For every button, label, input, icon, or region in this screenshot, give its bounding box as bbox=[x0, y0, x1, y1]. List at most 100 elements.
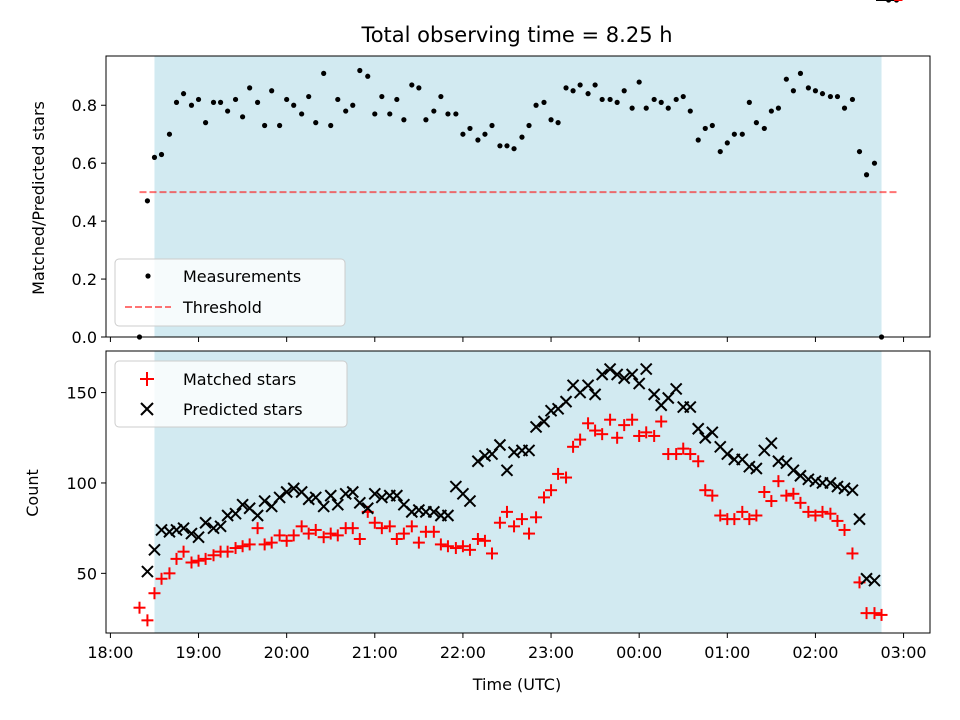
measurement-point bbox=[555, 120, 561, 126]
measurement-point bbox=[158, 151, 165, 158]
matched-star-point bbox=[604, 413, 617, 426]
y-tick-label: 0.4 bbox=[72, 212, 97, 231]
bottom-legend: Matched stars Predicted stars bbox=[114, 360, 348, 428]
measurement-point bbox=[467, 125, 473, 132]
matched-star-point bbox=[221, 545, 234, 558]
matched-star-point bbox=[258, 538, 271, 551]
matched-star-point bbox=[846, 547, 859, 560]
matched-star-point bbox=[390, 533, 403, 545]
predicted-star-point bbox=[522, 444, 536, 457]
measurement-point bbox=[651, 96, 657, 103]
predicted-star-point bbox=[802, 473, 815, 486]
matched-star-point bbox=[163, 567, 176, 580]
matched-star-point bbox=[456, 540, 469, 553]
predicted-star-point bbox=[478, 449, 492, 463]
matched-star-point bbox=[441, 540, 454, 553]
predicted-star-point bbox=[544, 404, 558, 417]
matched-star-point bbox=[324, 527, 337, 540]
predicted-star-point bbox=[632, 377, 646, 390]
predicted-star-point bbox=[412, 503, 426, 517]
predicted-star-point bbox=[214, 520, 227, 533]
matched-star-point bbox=[383, 520, 396, 533]
measurement-point bbox=[702, 125, 708, 132]
y-tick-label: 0.0 bbox=[72, 328, 97, 347]
measurement-point bbox=[805, 85, 811, 91]
predicted-star-point bbox=[368, 487, 381, 501]
measurement-point bbox=[636, 79, 642, 85]
matched-star-point bbox=[648, 429, 661, 442]
predicted-star-point bbox=[794, 469, 807, 482]
measurement-point bbox=[225, 108, 231, 114]
matched-star-point bbox=[537, 491, 550, 504]
matched-star-point bbox=[589, 424, 602, 437]
matched-star-point bbox=[655, 415, 668, 428]
predicted-star-point bbox=[603, 362, 617, 376]
axes-frame bbox=[105, 350, 931, 634]
measurement-point bbox=[695, 137, 701, 143]
measurement-point bbox=[284, 96, 290, 103]
predicted-star-point bbox=[163, 525, 176, 538]
measurement-point bbox=[423, 117, 429, 123]
matched-star-point bbox=[405, 520, 418, 533]
matched-star-point bbox=[236, 540, 249, 553]
matched-star-point bbox=[243, 538, 256, 551]
measurement-point bbox=[849, 96, 856, 103]
predicted-star-point bbox=[500, 464, 514, 477]
legend-marker-predicted-stars bbox=[140, 402, 154, 416]
measurement-point bbox=[394, 96, 400, 103]
predicted-star-point bbox=[868, 574, 881, 587]
predicted-star-point bbox=[617, 371, 631, 385]
measurement-point bbox=[166, 131, 173, 137]
matched-star-point bbox=[515, 513, 528, 526]
measurement-point bbox=[372, 111, 378, 117]
matched-star-point bbox=[177, 545, 190, 558]
measurement-point bbox=[599, 96, 605, 103]
measurement-point bbox=[343, 108, 349, 114]
measurement-point bbox=[173, 99, 180, 105]
matched-star-point bbox=[582, 417, 595, 430]
measurement-point bbox=[387, 111, 393, 117]
matched-star-point bbox=[375, 522, 388, 535]
matched-star-point bbox=[765, 495, 778, 508]
matched-star-point bbox=[640, 426, 653, 439]
predicted-star-point bbox=[706, 426, 719, 439]
bottom-legend-box bbox=[114, 360, 348, 428]
predicted-star-point bbox=[787, 464, 800, 477]
matched-star-point bbox=[412, 536, 425, 549]
measurement-point bbox=[335, 96, 341, 103]
matched-star-point bbox=[331, 529, 344, 542]
matched-star-point bbox=[706, 489, 719, 502]
measurement-point bbox=[313, 120, 319, 126]
measurement-point bbox=[790, 88, 797, 94]
measurement-point bbox=[629, 105, 635, 111]
measurement-point bbox=[269, 88, 275, 94]
y-tick-label: 50 bbox=[77, 564, 97, 583]
predicted-star-point bbox=[177, 521, 190, 535]
matched-star-point bbox=[875, 608, 888, 621]
predicted-star-point bbox=[427, 505, 441, 519]
measurement-point bbox=[856, 148, 863, 155]
predicted-star-point bbox=[405, 505, 419, 519]
measurement-point bbox=[871, 160, 878, 166]
x-tick-label: 01:00 bbox=[704, 643, 750, 662]
matched-star-point bbox=[471, 533, 484, 545]
matched-star-point bbox=[816, 505, 829, 518]
matched-star-point bbox=[758, 486, 771, 498]
matched-star-point bbox=[478, 534, 491, 547]
matched-star-point bbox=[868, 607, 881, 620]
measurement-point bbox=[504, 143, 510, 149]
y-tick-label: 150 bbox=[66, 384, 97, 403]
predicted-star-point bbox=[207, 521, 220, 535]
matched-star-point bbox=[626, 413, 639, 426]
matched-star-point bbox=[229, 542, 242, 555]
measurement-point bbox=[482, 131, 488, 137]
matched-star-point bbox=[809, 509, 822, 522]
matched-star-point bbox=[265, 536, 278, 549]
matched-star-point bbox=[567, 440, 580, 453]
x-tick-label: 18:00 bbox=[87, 643, 133, 662]
measurement-point bbox=[416, 85, 422, 91]
matched-star-point bbox=[368, 516, 381, 529]
legend-label-matched-stars: Matched stars bbox=[183, 370, 296, 389]
matched-star-point bbox=[560, 471, 573, 484]
measurement-point bbox=[365, 73, 371, 79]
